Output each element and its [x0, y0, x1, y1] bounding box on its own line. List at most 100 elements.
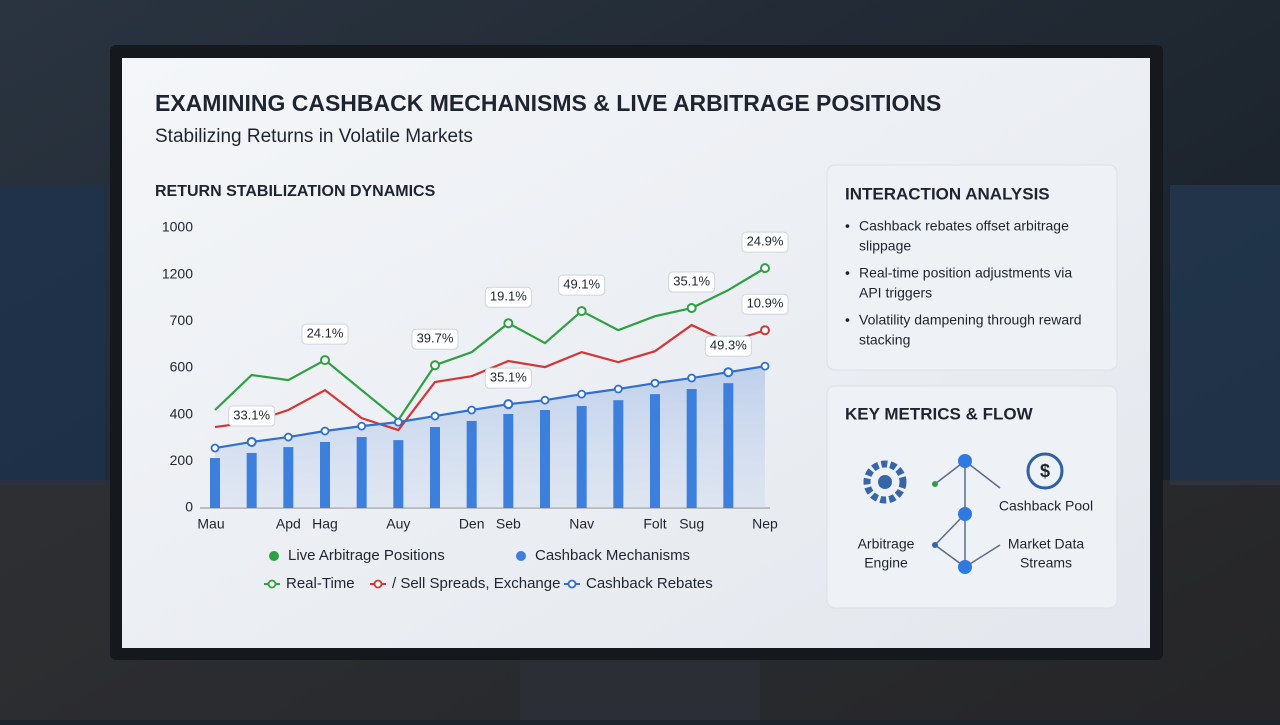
- node-label: Market Data: [1008, 536, 1084, 552]
- bar: [210, 458, 220, 508]
- panel: [826, 385, 1118, 609]
- marker: [760, 325, 770, 336]
- annotation-box: [558, 274, 606, 296]
- marker: [723, 367, 734, 378]
- line: [214, 267, 766, 422]
- y-tick-label: 1200: [162, 265, 193, 281]
- legend-label: Cashback Mechanisms: [535, 547, 690, 564]
- annotation: 24.9%: [747, 234, 784, 249]
- panel-title: KEY METRICS & FLOW: [845, 404, 1034, 423]
- subtitle: Stabilizing Returns in Volatile Markets: [155, 126, 473, 147]
- line: [214, 365, 766, 450]
- bullet-text: API triggers: [859, 285, 932, 301]
- legend-label: Cashback Rebates: [586, 575, 713, 592]
- node-label: Engine: [864, 555, 908, 571]
- annotation-box: [411, 328, 459, 350]
- marker: [467, 405, 477, 415]
- bar: [723, 383, 734, 508]
- marker: [430, 411, 440, 421]
- node-label: Cashback Pool: [999, 498, 1093, 514]
- marker: [650, 378, 660, 388]
- x-tick-label: Nep: [752, 516, 778, 532]
- y-tick-label: 700: [170, 312, 194, 328]
- marker: [430, 360, 440, 371]
- marker: [577, 389, 587, 399]
- annotation: 49.1%: [563, 277, 600, 292]
- marker: [613, 384, 623, 394]
- legend-swatch: [373, 579, 383, 589]
- legend-label: / Sell Spreads, Exchange: [392, 575, 560, 592]
- bar: [686, 389, 697, 508]
- marker: [503, 399, 514, 410]
- annotation: 33.1%: [233, 407, 270, 422]
- marker: [760, 361, 770, 371]
- marker: [283, 432, 293, 442]
- x-tick-label: Hag: [312, 516, 338, 532]
- legend-swatch: [269, 551, 279, 561]
- bar: [393, 440, 404, 508]
- y-tick-label: 200: [170, 452, 194, 468]
- x-tick-label: Folt: [643, 516, 666, 532]
- panel-title: INTERACTION ANALYSIS: [845, 184, 1050, 203]
- bar: [613, 400, 624, 508]
- title: EXAMINING CASHBACK MECHANISMS & LIVE ARB…: [155, 90, 941, 116]
- x-tick-label: Nav: [569, 516, 594, 532]
- marker: [320, 355, 330, 366]
- bar: [430, 427, 440, 508]
- annotation-box: [228, 405, 276, 427]
- annotation-box: [668, 271, 716, 293]
- flow-nodes: $: [932, 454, 1050, 574]
- marker: [760, 263, 770, 274]
- bar: [650, 394, 660, 508]
- marker: [686, 303, 697, 314]
- bullet-text: Volatility dampening through reward: [859, 312, 1082, 328]
- bar: [320, 441, 330, 508]
- bullet-text: slippage: [859, 238, 911, 254]
- annotation-box: [484, 367, 532, 389]
- bar: [283, 447, 294, 508]
- bullet-dot: •: [845, 312, 850, 328]
- marker: [393, 417, 403, 427]
- bg-screen: [0, 185, 105, 485]
- x-tick-label: Seb: [496, 516, 521, 532]
- bullet-dot: •: [845, 265, 850, 281]
- annotation: 49.3%: [710, 338, 747, 353]
- legend-swatch: [567, 579, 577, 589]
- x-tick-label: Auy: [386, 516, 410, 532]
- annotation: 35.1%: [673, 273, 710, 288]
- bullet-dot: •: [845, 218, 850, 234]
- annotation: 35.1%: [490, 370, 527, 385]
- marker: [357, 421, 367, 431]
- bg-screen: [1170, 185, 1280, 485]
- annotation-box: [741, 231, 789, 253]
- annotation: 24.1%: [307, 326, 344, 341]
- legend-label: Real-Time: [286, 575, 355, 592]
- marker: [687, 373, 697, 383]
- marker: [576, 306, 587, 317]
- bullet-text: Cashback rebates offset arbitrage: [859, 218, 1069, 234]
- bar: [246, 452, 257, 508]
- y-tick-label: 400: [170, 405, 194, 421]
- bullet-text: Real-time position adjustments via: [859, 265, 1072, 281]
- legend-label: Live Arbitrage Positions: [288, 547, 445, 564]
- annotation-box: [741, 293, 789, 315]
- marker: [320, 426, 330, 436]
- annotation: 39.7%: [417, 331, 454, 346]
- monitor-stand: [520, 660, 760, 720]
- area: [215, 366, 765, 508]
- y-tick-label: 1000: [162, 219, 193, 235]
- annotation: 19.1%: [490, 289, 527, 304]
- bar: [576, 406, 587, 508]
- x-tick-label: Sug: [679, 516, 704, 532]
- bar: [356, 437, 367, 508]
- marker: [503, 318, 514, 329]
- node-label: Streams: [1020, 555, 1072, 571]
- legend-swatch: [267, 579, 277, 589]
- y-tick-label: 0: [185, 499, 193, 515]
- node-label: Arbitrage: [858, 536, 915, 552]
- annotation-box: [301, 323, 349, 345]
- panel: [826, 164, 1118, 371]
- marker: [540, 395, 550, 405]
